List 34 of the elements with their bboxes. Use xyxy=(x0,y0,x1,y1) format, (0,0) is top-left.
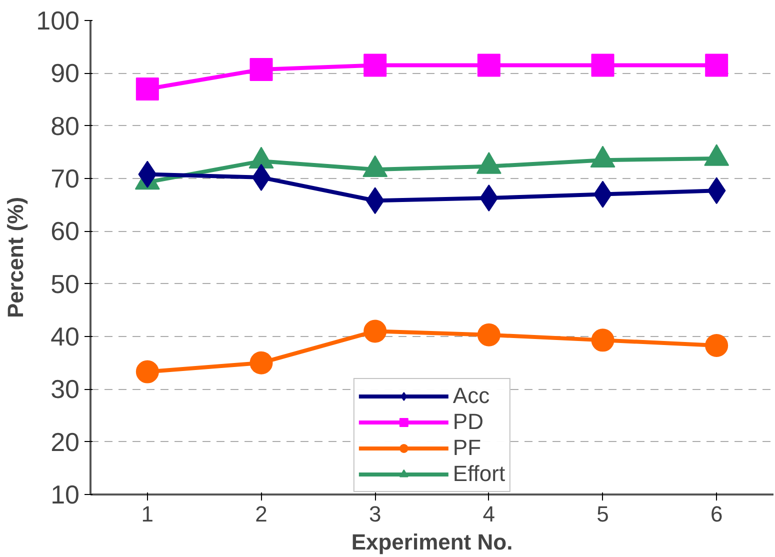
point xyxy=(705,54,728,77)
y-tick-label: 50 xyxy=(50,268,80,299)
y-tick-label: 70 xyxy=(50,164,80,194)
point xyxy=(250,58,273,81)
y-axis-title: Percent (%) xyxy=(3,196,28,318)
x-tick-label: 2 xyxy=(255,502,268,526)
point xyxy=(364,320,387,343)
y-tick-label: 90 xyxy=(50,58,80,88)
legend-label: PD xyxy=(452,409,484,435)
point xyxy=(250,351,273,374)
point xyxy=(364,54,387,77)
x-tick-label: 6 xyxy=(710,502,723,526)
x-tick-label: 5 xyxy=(596,502,609,526)
point xyxy=(477,54,500,77)
point xyxy=(591,328,614,352)
point xyxy=(136,77,159,100)
y-tick-label: 40 xyxy=(50,322,80,352)
y-tick-label: 10 xyxy=(50,480,80,510)
y-tick-label: 60 xyxy=(50,216,80,246)
x-tick-label: 3 xyxy=(368,502,382,526)
point xyxy=(591,54,614,77)
point xyxy=(136,360,159,384)
y-tick-label: 20 xyxy=(50,426,80,457)
x-tick-label: 1 xyxy=(141,502,154,526)
y-tick-label: 30 xyxy=(50,374,80,404)
legend-label: Acc xyxy=(452,383,490,409)
x-tick-label: 4 xyxy=(482,502,496,526)
legend-label: PF xyxy=(452,435,482,461)
point xyxy=(477,323,500,346)
y-tick-label: 100 xyxy=(36,6,80,36)
legend-label: Effort xyxy=(452,461,506,487)
x-axis-title: Experiment No. xyxy=(351,530,513,554)
point xyxy=(705,334,728,357)
y-tick-label: 80 xyxy=(50,110,80,141)
